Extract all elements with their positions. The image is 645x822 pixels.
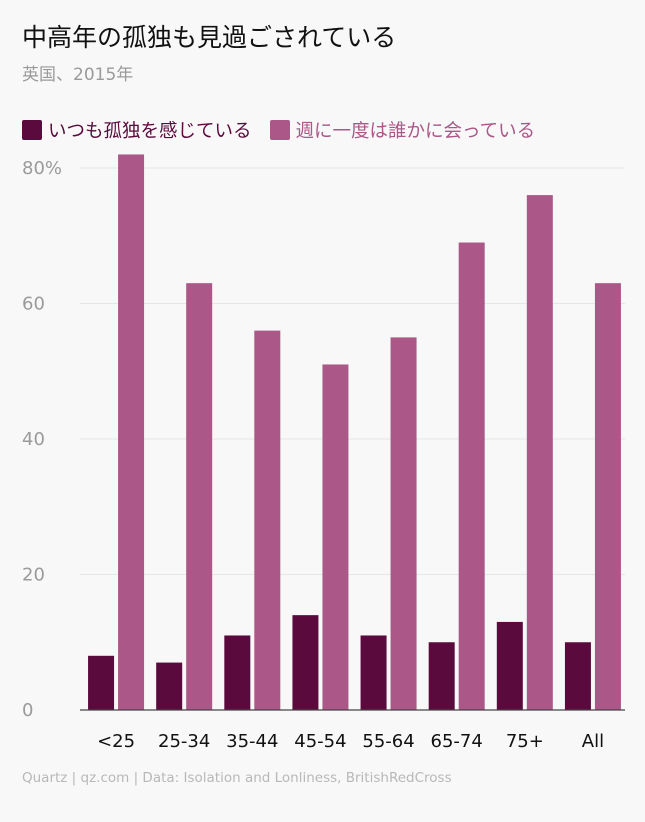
y-tick-label: 80% (22, 158, 62, 179)
chart-subtitle: 英国、2015年 (22, 65, 134, 85)
legend-item-series2: 週に一度は誰かに会っている (269, 117, 536, 143)
x-tick-label: All (582, 731, 604, 752)
bar-series1-3 (292, 615, 319, 710)
legend: いつも孤独を感じている 週に一度は誰かに会っている (22, 117, 553, 143)
bar-series1-0 (88, 655, 115, 710)
bar-series2-6 (526, 195, 553, 711)
bar-series1-1 (156, 662, 183, 710)
x-tick-label: <25 (97, 731, 135, 752)
legend-swatch-series1 (22, 120, 42, 140)
bar-series2-4 (390, 337, 417, 710)
legend-swatch-series2 (269, 120, 290, 140)
bars-layer (88, 154, 621, 711)
x-tick-label: 55-64 (362, 731, 414, 752)
y-tick-label: 60 (22, 294, 45, 315)
bar-series1-7 (564, 642, 591, 710)
x-tick-label: 45-54 (294, 731, 346, 752)
footer-source: Quartz | qz.com | Data: Isolation and Lo… (22, 770, 452, 786)
x-tick-label: 65-74 (431, 731, 483, 752)
x-tick-label: 25-34 (158, 731, 210, 752)
bar-series1-2 (224, 635, 251, 710)
labels-layer: 0 20 40 60 80% <25 25-34 35-44 45-54 55-64 65-74 75… (22, 158, 604, 752)
y-tick-label: 20 (22, 565, 45, 586)
bar-series2-1 (186, 283, 213, 710)
bar-series1-4 (360, 635, 387, 710)
chart-title: 中高年の孤独も見過ごされている (22, 23, 397, 52)
bar-series2-7 (594, 283, 621, 710)
bar-series2-2 (254, 330, 281, 710)
x-tick-label: 75+ (506, 731, 544, 752)
y-tick-label: 40 (22, 429, 45, 450)
bar-series2-5 (458, 242, 485, 710)
x-tick-label: 35-44 (226, 731, 278, 752)
bar-series2-3 (322, 364, 349, 710)
bar-series2-0 (118, 154, 145, 710)
legend-label-series1: いつも孤独を感じている (48, 121, 252, 142)
y-tick-label: 0 (22, 700, 33, 721)
legend-item-series1: いつも孤独を感じている (22, 117, 252, 143)
bar-series1-6 (496, 621, 523, 710)
bar-series1-5 (428, 642, 455, 710)
legend-label-series2: 週に一度は誰かに会っている (295, 121, 536, 142)
